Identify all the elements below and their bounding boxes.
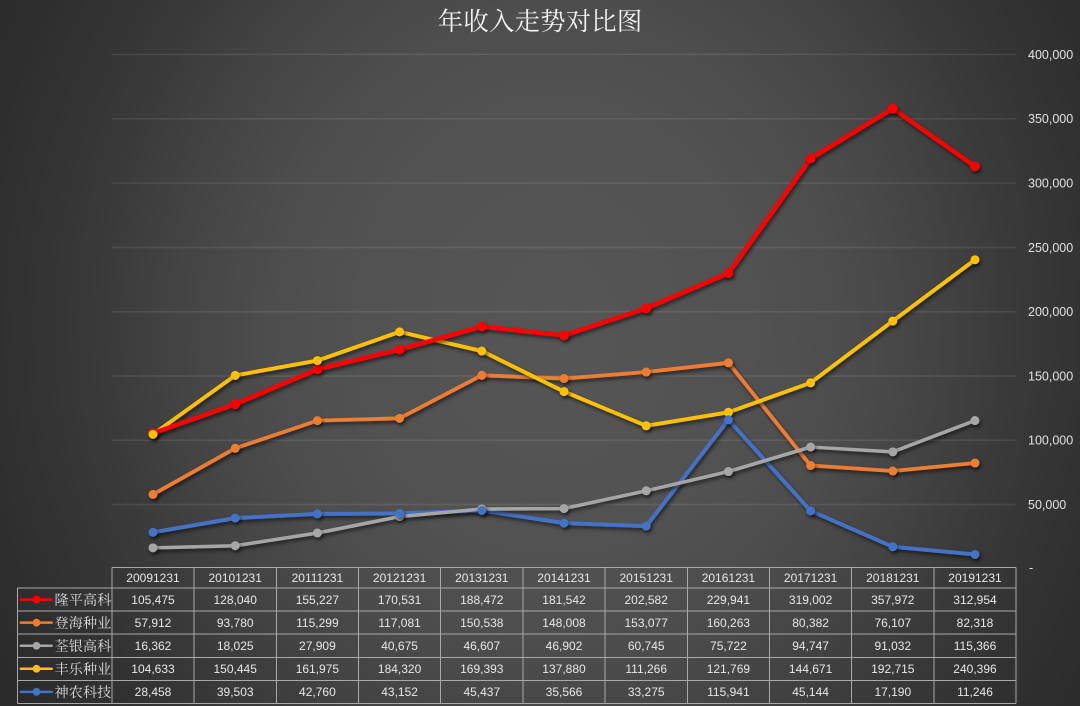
svg-text:144,671: 144,671	[789, 662, 833, 676]
svg-text:312,954: 312,954	[953, 593, 997, 607]
svg-text:400,000: 400,000	[1028, 48, 1073, 62]
svg-text:45,144: 45,144	[792, 685, 829, 699]
svg-text:45,437: 45,437	[463, 685, 500, 699]
svg-text:115,366: 115,366	[954, 639, 997, 653]
svg-text:80,382: 80,382	[792, 616, 829, 630]
svg-text:20091231: 20091231	[126, 571, 180, 585]
svg-text:161,975: 161,975	[296, 662, 340, 676]
svg-text:357,972: 357,972	[871, 593, 915, 607]
svg-text:350,000: 350,000	[1028, 112, 1073, 126]
svg-text:160,263: 160,263	[707, 616, 751, 630]
svg-text:40,675: 40,675	[381, 639, 418, 653]
svg-text:137,880: 137,880	[542, 662, 586, 676]
svg-text:18,025: 18,025	[217, 639, 254, 653]
svg-text:115,941: 115,941	[707, 685, 750, 699]
svg-text:105,475: 105,475	[131, 593, 175, 607]
svg-text:104,633: 104,633	[131, 662, 175, 676]
svg-text:35,566: 35,566	[546, 685, 583, 699]
svg-text:33,275: 33,275	[628, 685, 665, 699]
svg-text:20131231: 20131231	[455, 571, 509, 585]
svg-text:181,542: 181,542	[542, 593, 586, 607]
svg-text:43,152: 43,152	[381, 685, 418, 699]
svg-text:93,780: 93,780	[217, 616, 254, 630]
svg-text:20191231: 20191231	[948, 571, 1002, 585]
svg-text:117,081: 117,081	[378, 616, 421, 630]
svg-text:46,607: 46,607	[463, 639, 500, 653]
svg-text:300,000: 300,000	[1028, 177, 1073, 191]
svg-text:20141231: 20141231	[537, 571, 591, 585]
svg-text:-: -	[1029, 561, 1033, 575]
svg-text:46,902: 46,902	[546, 639, 583, 653]
svg-text:150,538: 150,538	[460, 616, 504, 630]
svg-text:20121231: 20121231	[373, 571, 427, 585]
svg-text:150,000: 150,000	[1028, 369, 1073, 383]
svg-text:250,000: 250,000	[1028, 241, 1073, 255]
svg-text:75,722: 75,722	[710, 639, 747, 653]
svg-text:192,715: 192,715	[871, 662, 915, 676]
svg-text:11,246: 11,246	[957, 685, 993, 699]
svg-text:20111231: 20111231	[292, 571, 344, 585]
svg-text:319,002: 319,002	[789, 593, 833, 607]
svg-text:150,445: 150,445	[214, 662, 258, 676]
svg-text:20181231: 20181231	[866, 571, 920, 585]
svg-text:100,000: 100,000	[1028, 434, 1073, 448]
svg-text:229,941: 229,941	[707, 593, 751, 607]
svg-text:17,190: 17,190	[874, 685, 911, 699]
svg-text:170,531: 170,531	[378, 593, 422, 607]
svg-text:82,318: 82,318	[957, 616, 994, 630]
svg-text:128,040: 128,040	[214, 593, 258, 607]
svg-text:91,032: 91,032	[874, 639, 911, 653]
svg-text:20101231: 20101231	[209, 571, 263, 585]
svg-text:153,077: 153,077	[625, 616, 669, 630]
svg-text:155,227: 155,227	[296, 593, 340, 607]
svg-text:184,320: 184,320	[378, 662, 422, 676]
svg-text:94,747: 94,747	[792, 639, 829, 653]
svg-text:57,912: 57,912	[135, 616, 172, 630]
svg-text:39,503: 39,503	[217, 685, 254, 699]
svg-text:121,769: 121,769	[707, 662, 751, 676]
svg-text:16,362: 16,362	[135, 639, 172, 653]
svg-text:28,458: 28,458	[135, 685, 172, 699]
svg-text:188,472: 188,472	[460, 593, 504, 607]
svg-text:27,909: 27,909	[299, 639, 336, 653]
svg-text:202,582: 202,582	[625, 593, 669, 607]
svg-text:60,745: 60,745	[628, 639, 665, 653]
svg-text:169,393: 169,393	[460, 662, 504, 676]
svg-text:200,000: 200,000	[1028, 305, 1073, 319]
svg-text:148,008: 148,008	[542, 616, 586, 630]
svg-text:111,266: 111,266	[625, 662, 667, 676]
svg-text:20151231: 20151231	[620, 571, 674, 585]
svg-text:20161231: 20161231	[702, 571, 756, 585]
svg-text:20171231: 20171231	[784, 571, 838, 585]
svg-text:50,000: 50,000	[1028, 498, 1066, 512]
svg-text:115,299: 115,299	[296, 616, 339, 630]
svg-text:42,760: 42,760	[299, 685, 336, 699]
svg-text:76,107: 76,107	[874, 616, 911, 630]
svg-text:240,396: 240,396	[953, 662, 997, 676]
